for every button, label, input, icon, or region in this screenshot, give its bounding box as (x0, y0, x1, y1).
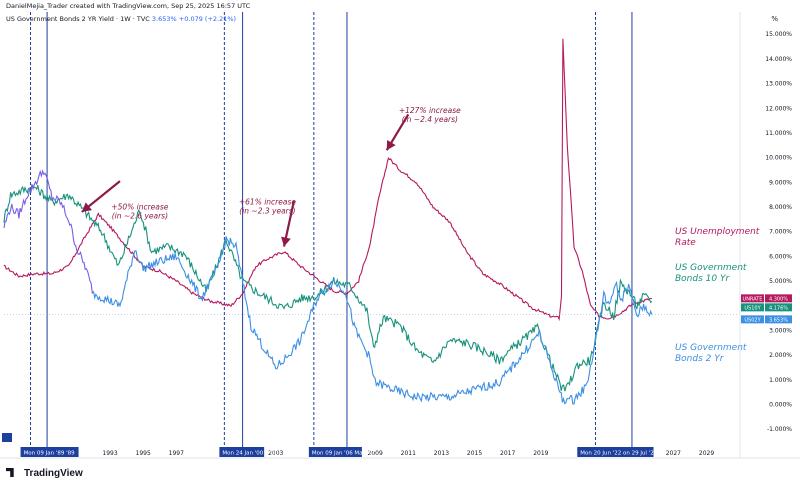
x-tick-label: 1997 (169, 450, 184, 457)
date-flag-label: Mon 09 Jan '89 '89 (24, 451, 76, 457)
tradingview-logo[interactable]: TradingView (6, 468, 83, 479)
credit-text: DanielMejia_Trader created with TradingV… (6, 2, 251, 10)
y-tick-label: 13.000% (765, 81, 792, 88)
x-tick-label: 2015 (467, 450, 482, 457)
series-label: US Government (675, 263, 747, 273)
x-tick-label: 1993 (102, 450, 117, 457)
axis-tag-value-bg (765, 294, 792, 303)
x-tick-label: 2017 (500, 450, 515, 457)
y-tick-label: 2.000% (769, 352, 792, 359)
series-line-unemployment (3, 38, 652, 322)
date-flag-label: Mon 24 Jan '00 c '00 (222, 451, 278, 457)
axis-unit-label[interactable]: % (771, 15, 778, 23)
y-tick-label: 14.000% (765, 56, 792, 63)
y-tick-label: 3.000% (769, 327, 792, 334)
date-flag-label: Mon 20 Jun '22 on 29 Jul '24 (580, 451, 657, 457)
x-tick-label: 1995 (136, 450, 151, 457)
y-tick-label: 1.000% (769, 377, 792, 384)
annotation-arrow-head (281, 236, 291, 247)
date-flag-label: Mon 09 Jan '06 Mar '07 (312, 451, 376, 457)
tradingview-mark-icon (6, 468, 14, 477)
y-tick-label: 7.000% (769, 229, 792, 236)
y-tick-label: 11.000% (765, 130, 792, 137)
x-tick-label: 2009 (368, 450, 383, 457)
x-tick-label: 2019 (533, 450, 548, 457)
x-tick-label: 2011 (401, 450, 416, 457)
series-label: Bonds 10 Yr (675, 274, 730, 284)
date-flag (20, 447, 79, 457)
annotation-text: +50% increase (111, 202, 169, 211)
axis-tag-value-bg (765, 303, 792, 312)
axis-marker (2, 433, 12, 442)
y-tick-label: 0.000% (769, 402, 792, 409)
symbol-name: US Government Bonds 2 YR Yield · 1W · TV… (6, 15, 150, 23)
y-tick-label: 15.000% (765, 31, 792, 38)
axis-tag-value: 3.653% (769, 317, 788, 323)
series-line-bond2 (92, 236, 653, 405)
annotation-text: (in ~2.6 years) (112, 211, 168, 220)
series-label: US Unemployment (675, 227, 760, 237)
annotation-text: +61% increase (239, 198, 297, 207)
y-tick-label: -1.000% (767, 426, 792, 433)
y-tick-label: 6.000% (769, 253, 792, 260)
axis-tag-value: 4.300% (769, 296, 788, 302)
date-flag (308, 447, 362, 457)
x-tick-label: 2027 (666, 450, 681, 457)
y-tick-label: 12.000% (765, 105, 792, 112)
x-tick-label: 2029 (699, 450, 714, 457)
symbol-change: +0.079 (+2.21%) (178, 15, 237, 23)
annotation-text: +127% increase (399, 106, 461, 115)
x-tick-label: 2003 (268, 450, 283, 457)
date-flag (219, 447, 265, 457)
date-flag (577, 447, 654, 457)
axis-tag-value: 4.176% (769, 305, 788, 311)
x-tick-label: 2013 (434, 450, 449, 457)
brand-name: TradingView (24, 468, 83, 479)
axis-tag-name: US10Y (744, 305, 761, 311)
axis-tag-value-bg (765, 315, 792, 324)
series-label: US Government (675, 343, 747, 353)
annotation-arrow-head (81, 202, 93, 212)
y-tick-label: 10.000% (765, 155, 792, 162)
axis-tag-name: US02Y (744, 317, 761, 323)
axis-tag-name-bg (741, 294, 764, 303)
annotation-arrow-head (386, 139, 396, 151)
y-tick-label: 9.000% (769, 179, 792, 186)
symbol-value: 3.653% (151, 15, 177, 23)
y-tick-label: 5.000% (769, 278, 792, 285)
symbol-legend[interactable]: US Government Bonds 2 YR Yield · 1W · TV… (6, 15, 236, 23)
series-label: Rate (675, 238, 696, 248)
axis-tag-name-bg (741, 315, 764, 324)
axis-tag-name: UNRATE (743, 296, 763, 302)
axis-tag-name-bg (741, 303, 764, 312)
series-label: Bonds 2 Yr (675, 354, 725, 364)
y-tick-label: 8.000% (769, 204, 792, 211)
annotation-text: (in ~2.4 years) (402, 115, 458, 124)
annotation-text: (in ~2.3 years) (239, 207, 295, 216)
series-line-bond2-early (3, 169, 94, 295)
